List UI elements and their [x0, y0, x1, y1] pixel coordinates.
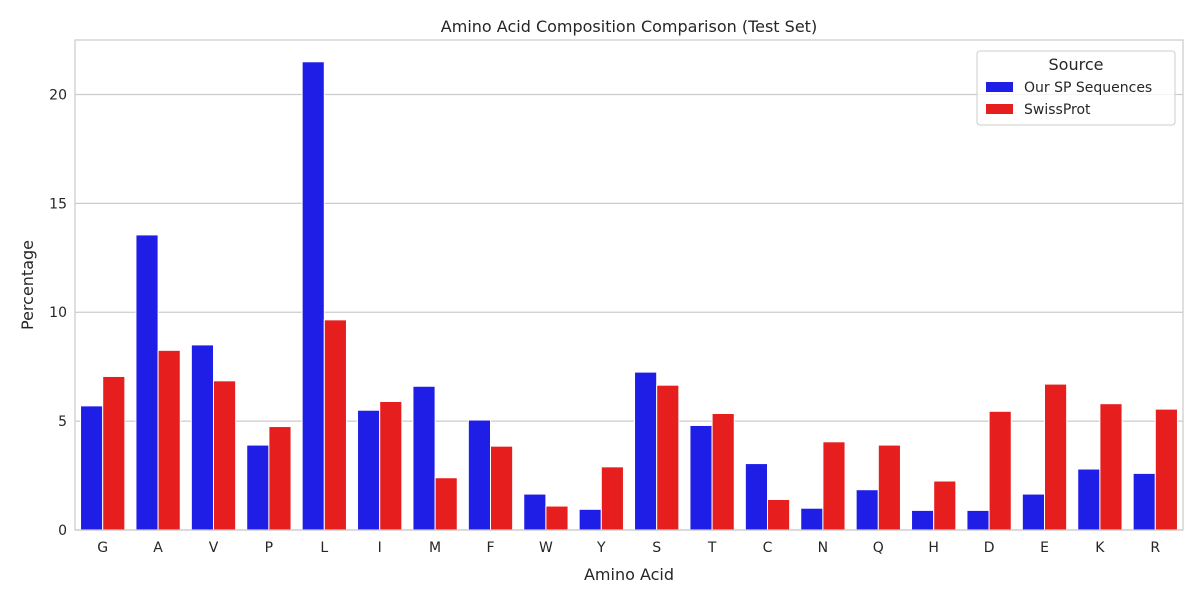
x-tick-label: H [928, 540, 939, 556]
x-tick-label: D [984, 540, 995, 556]
bar-T-swissprot [711, 412, 735, 531]
bar-P-swissprot [268, 426, 292, 531]
plot-frame [74, 39, 1184, 531]
legend-box [976, 50, 1176, 126]
bar-A-our-sp [135, 234, 159, 531]
x-axis-title: Amino Acid [584, 565, 674, 584]
bar-K-our-sp [1077, 468, 1101, 531]
bar-S-swissprot [656, 384, 680, 531]
legend-title: Source [1049, 55, 1104, 74]
bar-V-swissprot [213, 380, 237, 531]
x-tick-label: M [429, 540, 441, 556]
bar-N-our-sp [800, 507, 824, 531]
bar-H-swissprot [933, 480, 957, 531]
x-tick-label: W [539, 540, 553, 556]
bar-C-swissprot [767, 499, 791, 531]
x-tick-label: L [320, 540, 328, 556]
x-tick-label: Q [873, 540, 884, 556]
bar-W-our-sp [523, 493, 547, 531]
bar-G-swissprot [102, 375, 126, 531]
x-tick-label: G [97, 540, 108, 556]
bar-S-our-sp [634, 371, 658, 531]
x-tick-label: C [763, 540, 773, 556]
legend-swatch [986, 104, 1013, 114]
bar-M-swissprot [434, 477, 458, 531]
bar-Y-our-sp [578, 508, 602, 531]
x-tick-label: S [652, 540, 661, 556]
bar-C-our-sp [744, 463, 769, 531]
bars [80, 61, 1178, 531]
x-tick-label: N [818, 540, 828, 556]
x-tick-label: K [1095, 540, 1105, 556]
legend-label: Our SP Sequences [1024, 80, 1152, 96]
y-axis-title: Percentage [18, 240, 37, 330]
bar-V-our-sp [190, 344, 214, 531]
bar-E-swissprot [1044, 383, 1068, 531]
bar-I-swissprot [379, 401, 403, 531]
legend-items: Our SP Sequences SwissProt [986, 80, 1152, 118]
y-tick-label: 0 [58, 523, 67, 539]
x-tick-label: P [265, 540, 273, 556]
bar-F-swissprot [490, 445, 514, 531]
bar-L-our-sp [301, 61, 325, 531]
bar-D-swissprot [988, 410, 1012, 531]
y-tick-label: 10 [49, 305, 67, 321]
bar-Q-our-sp [855, 489, 879, 531]
legend-swatch [986, 82, 1013, 92]
bar-G-our-sp [80, 405, 104, 531]
y-tick-label: 5 [58, 414, 67, 430]
y-tick-labels: 0 5 10 15 20 [49, 87, 67, 539]
legend: Source Our SP Sequences SwissProt [976, 50, 1176, 126]
y-tick-label: 15 [49, 196, 67, 212]
x-tick-label: A [153, 540, 163, 556]
bar-L-swissprot [323, 319, 347, 531]
bar-F-our-sp [467, 419, 491, 531]
bar-Y-swissprot [600, 466, 624, 531]
bar-T-our-sp [689, 424, 713, 531]
bar-W-swissprot [545, 505, 569, 531]
bar-A-swissprot [157, 349, 181, 531]
x-tick-label: R [1150, 540, 1160, 556]
bar-D-our-sp [966, 509, 990, 531]
bar-M-our-sp [412, 385, 436, 531]
legend-label: SwissProt [1024, 102, 1091, 118]
bar-Q-swissprot [877, 444, 901, 531]
bar-I-our-sp [357, 409, 381, 531]
bar-P-our-sp [246, 444, 270, 531]
bar-K-swissprot [1099, 403, 1123, 531]
x-tick-label: V [209, 540, 219, 556]
x-tick-label: T [707, 540, 717, 556]
bar-R-our-sp [1132, 472, 1156, 531]
bar-R-swissprot [1154, 408, 1178, 531]
chart-title: Amino Acid Composition Comparison (Test … [441, 17, 817, 36]
bar-H-our-sp [911, 509, 935, 531]
grid-lines [75, 93, 1183, 531]
x-tick-label: E [1040, 540, 1049, 556]
bar-N-swissprot [822, 441, 846, 531]
x-tick-label: Y [596, 540, 606, 556]
y-tick-label: 20 [49, 87, 67, 103]
bar-E-our-sp [1021, 493, 1046, 531]
x-tick-label: F [486, 540, 494, 556]
x-tick-label: I [378, 540, 382, 556]
